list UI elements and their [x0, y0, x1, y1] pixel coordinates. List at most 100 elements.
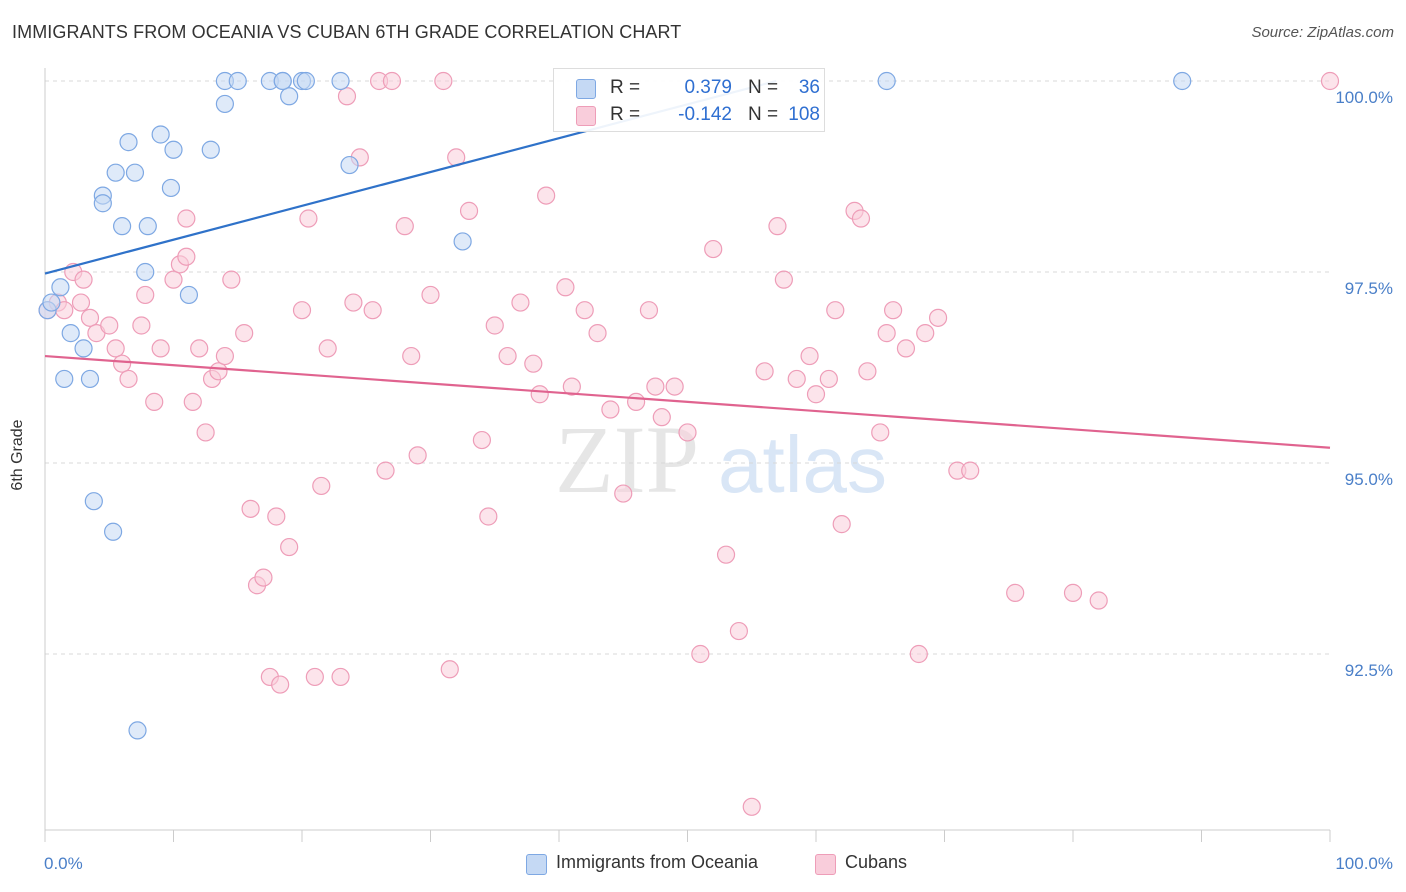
- cubans-point: [119, 369, 138, 389]
- cubans-point: [183, 392, 202, 411]
- cubans-point: [485, 316, 504, 335]
- cubans-point: [376, 461, 395, 480]
- x-tick-label: 0.0%: [44, 854, 83, 873]
- cubans-point: [530, 385, 549, 404]
- oceania-point: [128, 721, 147, 740]
- legend-label: Immigrants from Oceania: [556, 852, 759, 872]
- cubans-point: [337, 87, 357, 106]
- cubans-point: [858, 362, 877, 381]
- oceania-points: [38, 71, 1192, 740]
- cubans-point: [691, 644, 710, 664]
- gridlines: [45, 80, 1330, 655]
- cubans-trend-line: [44, 354, 1331, 449]
- cubans-point: [363, 301, 382, 320]
- cubans-point: [241, 499, 260, 518]
- cubans-point: [626, 392, 646, 411]
- cubans-point: [100, 316, 119, 335]
- oceania-swatch: [576, 79, 596, 99]
- cubans-point: [235, 324, 254, 343]
- cubans-point: [292, 301, 312, 320]
- cubans-point: [639, 301, 659, 320]
- cubans-point: [787, 369, 806, 389]
- cubans-point: [305, 667, 324, 687]
- trend-lines: [44, 79, 1331, 449]
- oceania-point: [55, 369, 74, 389]
- oceania-swatch: [526, 854, 547, 875]
- oceania-point: [215, 94, 234, 114]
- cubans-point: [524, 354, 543, 373]
- cubans-point: [877, 324, 896, 343]
- oceania-point: [138, 217, 157, 236]
- oceania-point: [179, 285, 199, 305]
- cubans-point: [1063, 583, 1083, 602]
- series-legend: Immigrants from Oceania Cubans: [0, 851, 1406, 877]
- cubans-point: [562, 377, 581, 396]
- cubans-point: [883, 301, 903, 320]
- cubans-point: [271, 675, 290, 694]
- cubans-point: [434, 71, 453, 91]
- cubans-point: [826, 301, 845, 320]
- cubans-point: [136, 285, 155, 305]
- cubans-point: [755, 362, 774, 381]
- cubans-point: [556, 278, 575, 297]
- cubans-point: [151, 339, 170, 358]
- oceania-point: [80, 369, 100, 389]
- watermark: ZIP atlas: [555, 406, 887, 513]
- oceania-point: [84, 492, 103, 511]
- cubans-point: [459, 201, 479, 220]
- r-label: R =: [610, 104, 641, 125]
- cubans-point: [80, 308, 100, 327]
- oceania-point: [106, 163, 125, 182]
- cubans-point: [177, 247, 196, 266]
- cubans-point: [222, 270, 241, 289]
- cubans-point: [395, 217, 414, 236]
- cubans-point: [729, 621, 749, 641]
- cubans-point: [280, 537, 299, 557]
- cubans-point: [145, 392, 164, 411]
- cubans-point: [402, 346, 421, 366]
- cubans-swatch: [576, 106, 596, 126]
- oceania-point: [104, 522, 123, 541]
- oceania-point: [340, 155, 359, 175]
- oceania-point: [119, 133, 138, 152]
- cubans-point: [498, 346, 517, 366]
- n-value: 108: [788, 104, 820, 125]
- cubans-point: [472, 430, 491, 450]
- cubans-points: [38, 71, 1340, 816]
- cubans-point: [312, 476, 331, 496]
- cubans-point: [74, 270, 93, 289]
- cubans-point: [896, 339, 916, 358]
- y-tick-label: 95.0%: [1345, 470, 1393, 489]
- cubans-point: [190, 339, 209, 358]
- oceania-point: [136, 262, 155, 282]
- cubans-point: [254, 568, 273, 587]
- cubans-point: [928, 308, 948, 327]
- oceania-point: [51, 278, 70, 297]
- r-label: R =: [610, 77, 641, 98]
- cubans-point: [851, 209, 871, 228]
- cubans-point: [408, 446, 427, 465]
- cubans-point: [299, 209, 318, 228]
- x-tick-label: 100.0%: [1335, 854, 1393, 873]
- cubans-point: [575, 301, 594, 320]
- cubans-point: [196, 423, 215, 442]
- oceania-point: [273, 71, 292, 91]
- cubans-point: [768, 217, 787, 236]
- cubans-point: [1089, 591, 1108, 610]
- cubans-point: [665, 377, 684, 396]
- cubans-point: [800, 346, 819, 366]
- oceania-point: [453, 232, 472, 251]
- axes: [44, 68, 1331, 842]
- cubans-point: [819, 369, 838, 389]
- cubans-point: [267, 507, 286, 526]
- r-value: -0.142: [678, 104, 732, 125]
- cubans-point: [164, 270, 183, 289]
- n-label: N =: [748, 104, 779, 125]
- legend-label: Cubans: [845, 852, 908, 872]
- cubans-point: [112, 354, 132, 373]
- oceania-point: [296, 71, 315, 91]
- cubans-point: [440, 660, 459, 679]
- correlation-legend: R = 0.379 N = 36 R = -0.142 N = 108: [553, 68, 825, 132]
- oceania-point: [161, 178, 181, 198]
